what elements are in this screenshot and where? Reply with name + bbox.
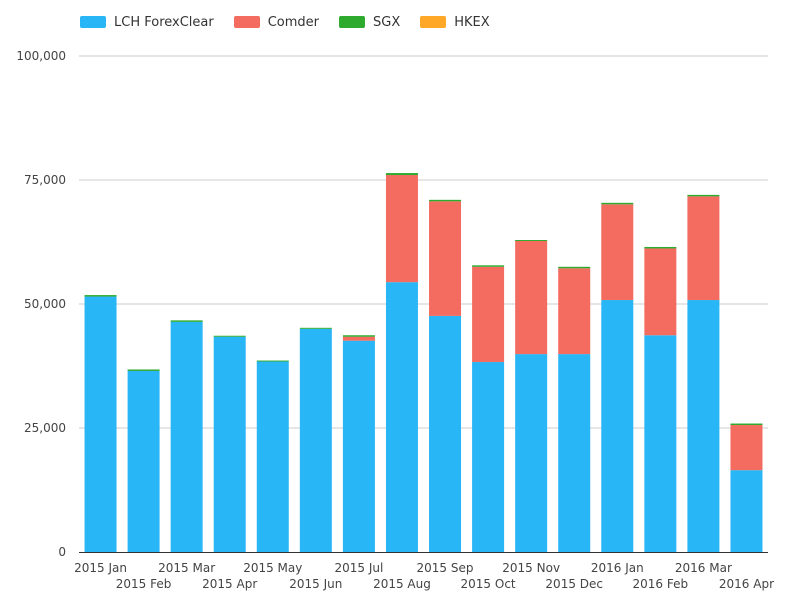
legend-label: LCH ForexClear bbox=[114, 14, 214, 30]
bar-segment[interactable] bbox=[429, 199, 462, 202]
bar-segment[interactable] bbox=[687, 196, 720, 301]
bar-segment[interactable] bbox=[299, 328, 332, 552]
x-tick-label: 2015 Nov bbox=[502, 561, 560, 575]
bar-segment[interactable] bbox=[730, 425, 763, 471]
x-tick-label: 2015 Dec bbox=[545, 577, 603, 591]
y-tick-label: 25,000 bbox=[24, 421, 66, 435]
x-tick-label: 2015 Jul bbox=[334, 561, 383, 575]
y-tick-label: 75,000 bbox=[24, 173, 66, 187]
bar-segment[interactable] bbox=[170, 320, 203, 322]
x-tick-label: 2016 Mar bbox=[675, 561, 732, 575]
bar-segment[interactable] bbox=[84, 295, 117, 297]
legend-item-comder[interactable]: Comder bbox=[233, 14, 320, 30]
bar-segment[interactable] bbox=[342, 335, 375, 337]
x-tick-label: 2015 Mar bbox=[158, 561, 215, 575]
bar-segment[interactable] bbox=[644, 246, 677, 249]
bar-segment[interactable] bbox=[687, 300, 720, 552]
bar-segment[interactable] bbox=[687, 194, 720, 197]
bar-segment[interactable] bbox=[515, 241, 548, 355]
legend-swatch bbox=[420, 16, 447, 28]
bar-segment[interactable] bbox=[730, 423, 763, 426]
legend-swatch bbox=[339, 16, 366, 28]
legend-item-hkex[interactable]: HKEX bbox=[420, 14, 490, 30]
legend-swatch bbox=[80, 16, 106, 28]
bar-segment[interactable] bbox=[299, 327, 332, 329]
bar-segment[interactable] bbox=[127, 369, 160, 371]
bar-segment[interactable] bbox=[385, 282, 418, 552]
bar-segment[interactable] bbox=[558, 268, 591, 355]
bar-segment[interactable] bbox=[342, 340, 375, 552]
bar-segment[interactable] bbox=[429, 201, 462, 316]
x-tick-label: 2015 May bbox=[243, 561, 302, 575]
bar-segment[interactable] bbox=[472, 362, 505, 552]
bar-segment[interactable] bbox=[515, 354, 548, 552]
legend-item-lch-forexclear[interactable]: LCH ForexClear bbox=[80, 15, 214, 30]
bar-segment[interactable] bbox=[385, 175, 418, 283]
bar-segment[interactable] bbox=[644, 248, 677, 336]
bar-segment[interactable] bbox=[601, 204, 634, 301]
bar-segment[interactable] bbox=[213, 335, 246, 337]
x-tick-label: 2016 Feb bbox=[633, 577, 689, 591]
bar-segment[interactable] bbox=[730, 470, 763, 552]
bar-segment[interactable] bbox=[601, 300, 634, 552]
bar-segment[interactable] bbox=[472, 265, 505, 267]
bar-segment[interactable] bbox=[127, 370, 160, 552]
x-tick-label: 2015 Jun bbox=[289, 577, 342, 591]
bar-segment[interactable] bbox=[515, 240, 548, 242]
legend-item-sgx[interactable]: SGX bbox=[339, 15, 400, 30]
bar-segment[interactable] bbox=[84, 296, 117, 552]
y-tick-label: 0 bbox=[58, 545, 66, 559]
bar-segment[interactable] bbox=[170, 321, 203, 552]
legend-label: HKEX bbox=[454, 14, 490, 30]
y-tick-label: 50,000 bbox=[24, 297, 66, 311]
legend: LCH ForexClear Comder SGX HKEX bbox=[80, 13, 510, 31]
bar-segment[interactable] bbox=[644, 335, 677, 552]
legend-label: SGX bbox=[373, 14, 401, 30]
x-tick-label: 2016 Jan bbox=[591, 561, 644, 575]
bar-segment[interactable] bbox=[558, 354, 591, 552]
x-tick-label: 2015 Sep bbox=[417, 561, 474, 575]
legend-label: Comder bbox=[267, 14, 320, 30]
bar-segment[interactable] bbox=[601, 202, 634, 205]
x-tick-label: 2015 Aug bbox=[373, 577, 431, 591]
x-tick-label: 2016 Apr bbox=[719, 577, 774, 591]
bar-segment[interactable] bbox=[256, 360, 289, 362]
x-tick-label: 2015 Feb bbox=[116, 577, 172, 591]
bar-segment[interactable] bbox=[213, 336, 246, 552]
bar-segment[interactable] bbox=[342, 336, 375, 341]
legend-swatch bbox=[233, 16, 260, 28]
bar-segment[interactable] bbox=[385, 173, 418, 176]
x-tick-label: 2015 Oct bbox=[461, 577, 516, 591]
y-tick-label: 100,000 bbox=[16, 49, 66, 63]
x-tick-label: 2015 Jan bbox=[74, 561, 127, 575]
bar-segment[interactable] bbox=[472, 266, 505, 363]
bar-segment[interactable] bbox=[558, 266, 591, 269]
bar-segment[interactable] bbox=[256, 361, 289, 552]
x-tick-label: 2015 Apr bbox=[202, 577, 257, 591]
bar-segment[interactable] bbox=[429, 315, 462, 552]
